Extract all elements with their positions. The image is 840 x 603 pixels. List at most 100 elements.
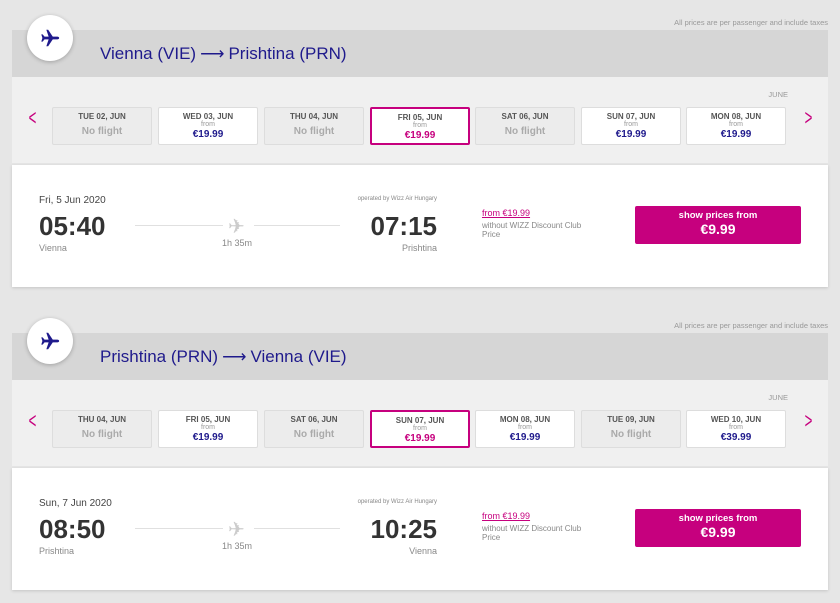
date-strip: JUNE < TUE 02, JUN No flight WED 03, JUN fr… — [12, 77, 828, 163]
plane-icon: ✈ — [228, 519, 245, 541]
date-label: SAT 06, JUN — [501, 112, 549, 121]
origin: Vienna (VIE) — [100, 44, 197, 63]
destination: Vienna (VIE) — [250, 347, 347, 366]
route-line — [254, 528, 340, 529]
day-price: €19.99 — [615, 129, 647, 140]
price-note: All prices are per passenger and include… — [674, 18, 828, 27]
from-label: from — [413, 122, 427, 129]
date-option[interactable]: SUN 07, JUN from €19.99 — [370, 410, 470, 448]
departure-time: 05:40 — [39, 211, 106, 241]
date-label: SUN 07, JUN — [395, 416, 445, 425]
outbound-section: All prices are per passenger and include… — [0, 0, 840, 300]
date-option[interactable]: MON 08, JUN from €19.99 — [686, 107, 786, 145]
flight-card[interactable]: Fri, 5 Jun 2020 05:40 Vienna ✈ 1h 35m op… — [12, 165, 828, 287]
departure-time: 08:50 — [39, 514, 106, 544]
button-price: €9.99 — [700, 524, 736, 540]
date-option[interactable]: WED 03, JUN from €19.99 — [158, 107, 258, 145]
date-option[interactable]: TUE 09, JUN No flight — [581, 410, 681, 448]
plane-icon — [27, 15, 73, 61]
from-label: from — [729, 424, 743, 431]
discount-note: without WIZZ Discount Club Price — [482, 221, 582, 239]
plane-icon: ✈ — [228, 216, 245, 238]
from-label: from — [729, 121, 743, 128]
date-label: FRI 05, JUN — [397, 113, 443, 122]
route-header: Vienna (VIE) ⟶ Prishtina (PRN) — [12, 30, 828, 77]
date-label: MON 08, JUN — [499, 415, 551, 424]
origin: Prishtina (PRN) — [100, 347, 219, 366]
departure-city: Vienna — [39, 243, 67, 253]
button-label: show prices from — [678, 513, 758, 524]
duration: 1h 35m — [222, 238, 253, 248]
from-label: from — [201, 424, 215, 431]
return-section: All prices are per passenger and include… — [0, 303, 840, 603]
day-price: €19.99 — [404, 130, 436, 141]
date-option[interactable]: FRI 05, JUN from €19.99 — [370, 107, 470, 145]
date-label: SUN 07, JUN — [606, 112, 656, 121]
operator: operated by Wizz Air Hungary — [357, 499, 437, 505]
day-price: €19.99 — [192, 129, 224, 140]
arrow-icon: ⟶ — [200, 44, 225, 63]
regular-price-link[interactable]: from €19.99 — [482, 511, 530, 521]
chevron-right-icon[interactable]: > — [804, 105, 813, 130]
chevron-right-icon[interactable]: > — [804, 408, 813, 433]
no-flight-label: No flight — [293, 429, 335, 440]
route-title: Vienna (VIE) ⟶ Prishtina (PRN) — [100, 44, 347, 64]
button-price: €9.99 — [700, 221, 736, 237]
date-option[interactable]: SUN 07, JUN from €19.99 — [581, 107, 681, 145]
date-label: SAT 06, JUN — [290, 415, 338, 424]
flight-card[interactable]: Sun, 7 Jun 2020 08:50 Prishtina ✈ 1h 35m… — [12, 468, 828, 590]
button-label: show prices from — [678, 210, 758, 221]
day-price: €19.99 — [404, 433, 436, 444]
from-label: from — [413, 425, 427, 432]
operator: operated by Wizz Air Hungary — [357, 196, 437, 202]
arrival-city: Prishtina — [401, 243, 437, 253]
no-flight-label: No flight — [504, 126, 546, 137]
date-label: FRI 05, JUN — [185, 415, 231, 424]
date-label: MON 08, JUN — [710, 112, 762, 121]
date-option[interactable]: TUE 02, JUN No flight — [52, 107, 152, 145]
arrival-time: 10:25 — [370, 514, 438, 544]
day-price: €19.99 — [509, 432, 541, 443]
date-option[interactable]: MON 08, JUN from €19.99 — [475, 410, 575, 448]
date-label: THU 04, JUN — [289, 112, 338, 121]
chevron-left-icon[interactable]: < — [28, 408, 37, 433]
regular-price: €19.99 — [502, 208, 531, 218]
show-prices-button[interactable]: show prices from €9.99 — [635, 509, 801, 547]
route-line — [254, 225, 340, 226]
from-label: from — [482, 511, 500, 521]
chevron-left-icon[interactable]: < — [28, 105, 37, 130]
route-title: Prishtina (PRN) ⟶ Vienna (VIE) — [100, 347, 347, 367]
departure-city: Prishtina — [39, 546, 75, 556]
arrow-icon: ⟶ — [222, 347, 247, 366]
day-price: €39.99 — [720, 432, 752, 443]
regular-price-link[interactable]: from €19.99 — [482, 208, 530, 218]
date-option[interactable]: SAT 06, JUN No flight — [264, 410, 364, 448]
no-flight-label: No flight — [293, 126, 335, 137]
month-label: JUNE — [768, 393, 788, 402]
from-label: from — [518, 424, 532, 431]
from-label: from — [201, 121, 215, 128]
date-option[interactable]: WED 10, JUN from €39.99 — [686, 410, 786, 448]
arrival-city: Vienna — [409, 546, 437, 556]
from-label: from — [624, 121, 638, 128]
price-note: All prices are per passenger and include… — [674, 321, 828, 330]
show-prices-button[interactable]: show prices from €9.99 — [635, 206, 801, 244]
date-label: WED 03, JUN — [182, 112, 234, 121]
flight-date: Sun, 7 Jun 2020 — [39, 498, 112, 509]
date-option[interactable]: FRI 05, JUN from €19.99 — [158, 410, 258, 448]
route-line — [135, 528, 223, 529]
discount-note: without WIZZ Discount Club Price — [482, 524, 582, 542]
regular-price: €19.99 — [502, 511, 531, 521]
route-line — [135, 225, 223, 226]
date-option[interactable]: THU 04, JUN No flight — [52, 410, 152, 448]
no-flight-label: No flight — [81, 126, 123, 137]
duration: 1h 35m — [222, 541, 253, 551]
date-option[interactable]: THU 04, JUN No flight — [264, 107, 364, 145]
destination: Prishtina (PRN) — [228, 44, 347, 63]
date-label: TUE 02, JUN — [78, 112, 126, 121]
flight-date: Fri, 5 Jun 2020 — [39, 195, 106, 206]
date-option[interactable]: SAT 06, JUN No flight — [475, 107, 575, 145]
route-header: Prishtina (PRN) ⟶ Vienna (VIE) — [12, 333, 828, 380]
day-price: €19.99 — [192, 432, 224, 443]
date-label: THU 04, JUN — [77, 415, 126, 424]
